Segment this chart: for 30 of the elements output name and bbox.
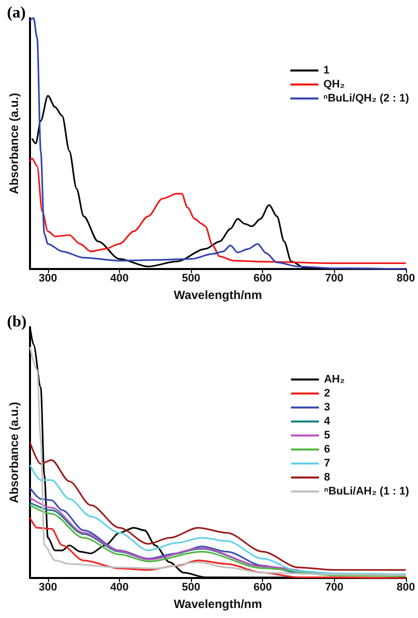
x-tick-label: 600 [253,272,272,284]
x-tick-label: 400 [110,272,129,284]
x-tick-label: 800 [396,582,416,594]
legend-label: 2 [324,388,330,400]
x-tick-label: 500 [182,272,200,284]
legend-label: QH₂ [323,78,345,90]
legend-label: 8 [324,472,330,484]
chart-title: (b) [7,314,27,330]
legend-label: ⁿBuLi/AH₂ (1 : 1) [324,486,410,498]
legend-label: 5 [324,430,330,442]
x-tick-label: 500 [182,582,200,594]
x-tick-label: 300 [38,272,58,284]
chart-title: (a) [7,4,26,22]
legend-label: AH₂ [324,374,345,386]
x-tick-label: 400 [110,582,129,594]
x-axis-title: Wavelength/nm [174,288,262,302]
legend-label: ⁿBuLi/QH₂ (2 : 1) [323,92,410,104]
x-tick-label: 600 [253,582,272,594]
x-tick-label: 800 [396,272,416,284]
x-tick-label: 700 [325,272,344,284]
legend-label: 4 [324,416,331,428]
y-axis-title: Absorbance (a.u.) [7,402,21,504]
x-tick-label: 300 [38,582,58,594]
legend-label: 6 [324,444,330,456]
x-tick-label: 700 [325,582,344,594]
legend-label: 3 [324,402,330,414]
legend-label: 1 [323,64,330,76]
y-axis-title: Absorbance (a.u.) [7,92,21,194]
legend-label: 7 [324,458,330,470]
x-axis-title: Wavelength/nm [174,596,262,611]
